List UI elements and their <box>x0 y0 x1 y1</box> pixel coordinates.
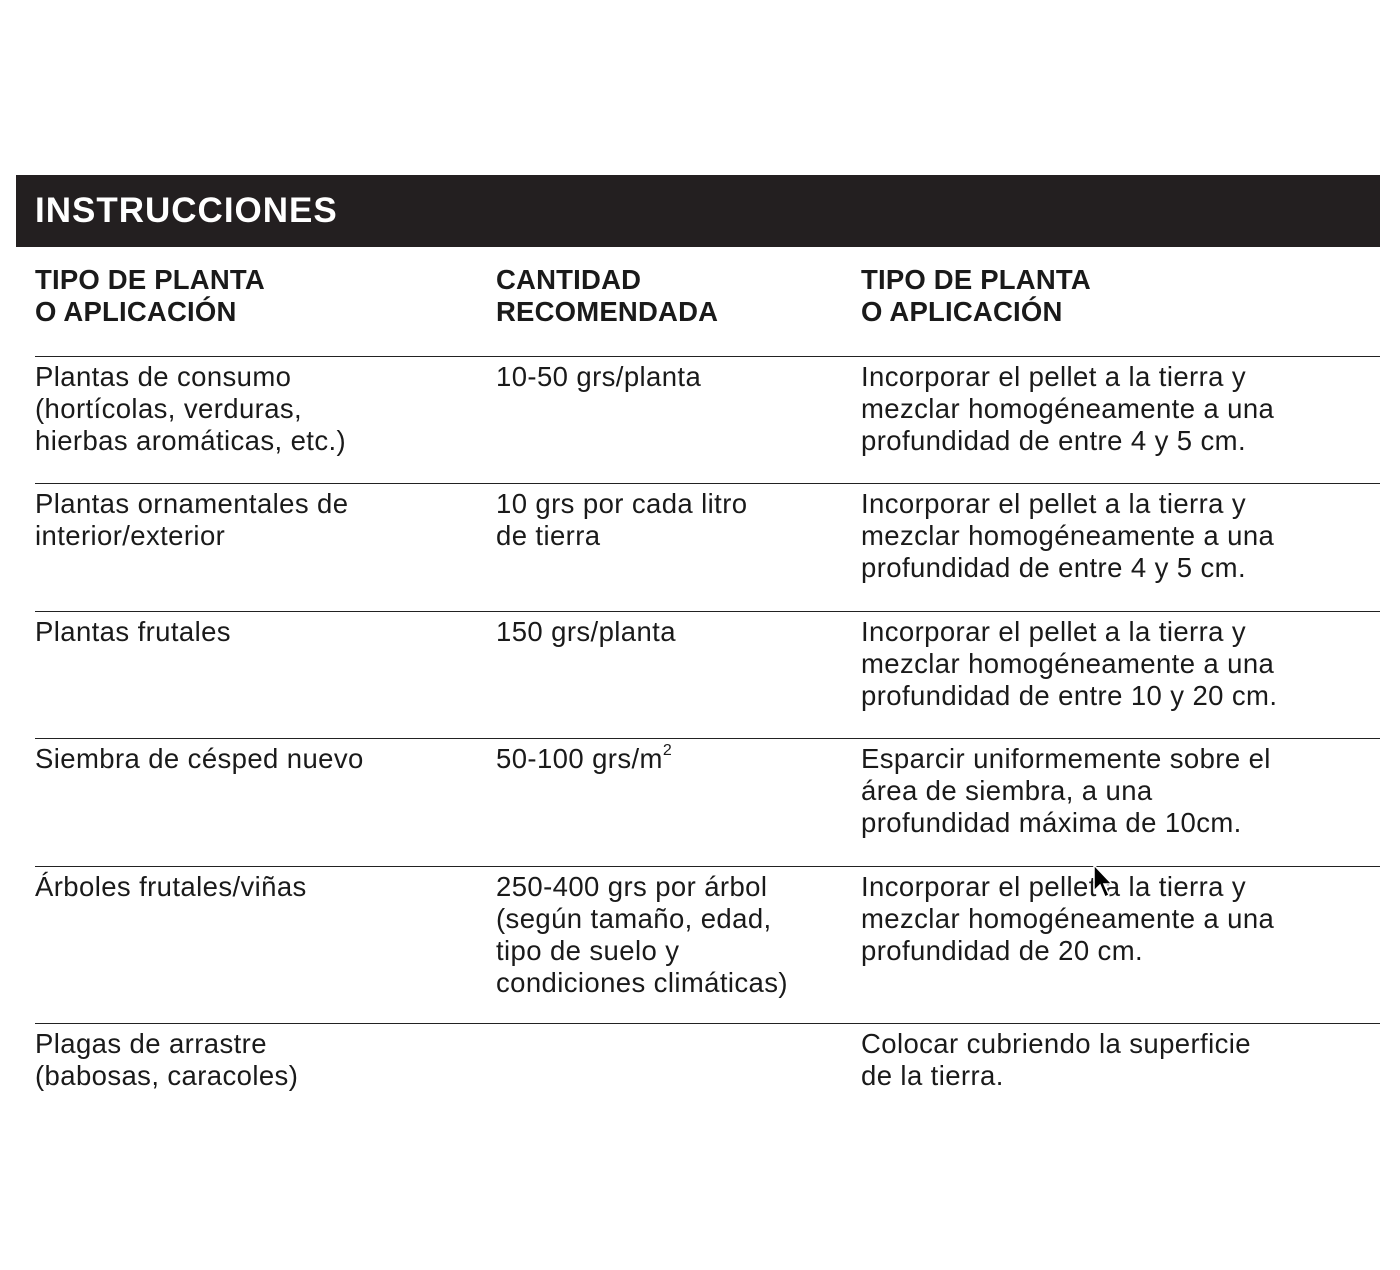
amount-text: 250-400 grs por árbol (según tamaño, eda… <box>496 871 788 998</box>
plant-type-cell: Siembra de césped nuevo <box>35 743 364 774</box>
instructions-cell: Colocar cubriendo la superficie de la ti… <box>861 1028 1251 1091</box>
column-header: TIPO DE PLANTA O APLICACIÓN <box>35 264 265 327</box>
column-header: TIPO DE PLANTA O APLICACIÓN <box>861 264 1091 327</box>
table-row: Plantas de consumo (hortícolas, verduras… <box>35 356 1380 483</box>
amount-text: 10 grs por cada litro de tierra <box>496 488 748 551</box>
table-row: Siembra de césped nuevo 50-100 grs/m2 Es… <box>35 738 1380 866</box>
table-row: Árboles frutales/viñas 250-400 grs por á… <box>35 866 1380 1023</box>
instructions-cell: Esparcir uniformemente sobre el área de … <box>861 743 1271 838</box>
amount-text: 150 grs/planta <box>496 616 676 647</box>
table-header: TIPO DE PLANTA O APLICACIÓN CANTIDAD REC… <box>35 262 1380 356</box>
amount-text: 50-100 grs/m <box>496 743 663 774</box>
table-row: Plantas frutales 150 grs/planta Incorpor… <box>35 611 1380 738</box>
mouse-cursor-icon <box>1093 864 1114 899</box>
plant-type-cell: Árboles frutales/viñas <box>35 871 307 902</box>
amount-cell: 50-100 grs/m2 <box>496 743 672 775</box>
amount-cell: 150 grs/planta <box>496 616 676 648</box>
amount-cell: 10-50 grs/planta <box>496 361 701 393</box>
instructions-cell: Incorporar el pellet a la tierra y mezcl… <box>861 488 1275 583</box>
superscript: 2 <box>662 742 673 759</box>
plant-type-cell: Plantas ornamentales de interior/exterio… <box>35 488 349 551</box>
instructions-cell: Incorporar el pellet a la tierra y mezcl… <box>861 361 1275 456</box>
plant-type-cell: Plantas de consumo (hortícolas, verduras… <box>35 361 347 456</box>
amount-cell: 250-400 grs por árbol (según tamaño, eda… <box>496 871 788 999</box>
table-row: Plantas ornamentales de interior/exterio… <box>35 483 1380 611</box>
instructions-table: TIPO DE PLANTA O APLICACIÓN CANTIDAD REC… <box>35 262 1380 1113</box>
amount-cell: 10 grs por cada litro de tierra <box>496 488 747 552</box>
plant-type-cell: Plantas frutales <box>35 616 231 647</box>
title-bar: INSTRUCCIONES <box>16 175 1380 247</box>
page-title: INSTRUCCIONES <box>35 191 338 230</box>
plant-type-cell: Plagas de arrastre (babosas, caracoles) <box>35 1028 299 1091</box>
instructions-cell: Incorporar el pellet a la tierra y mezcl… <box>861 616 1278 711</box>
table-row: Plagas de arrastre (babosas, caracoles) … <box>35 1023 1380 1113</box>
amount-text: 10-50 grs/planta <box>496 361 702 392</box>
column-header: CANTIDAD RECOMENDADA <box>496 264 719 327</box>
instructions-cell: Incorporar el pellet a la tierra y mezcl… <box>861 871 1275 966</box>
